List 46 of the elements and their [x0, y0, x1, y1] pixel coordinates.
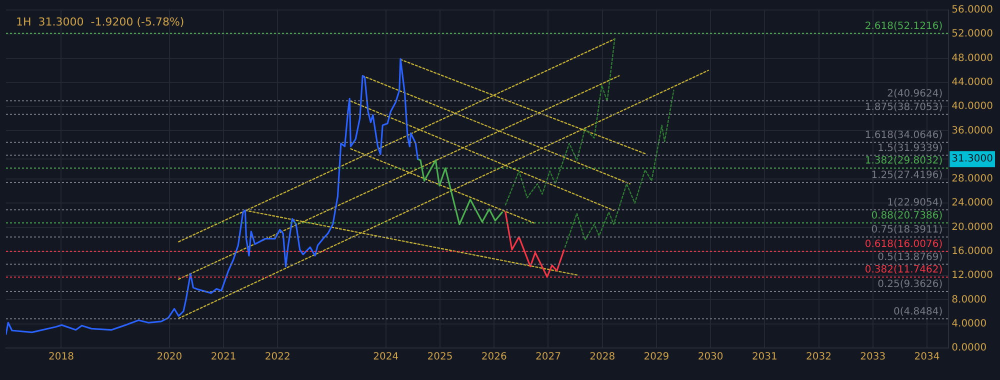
- x-tick-label: 2024: [373, 352, 399, 363]
- ref-line-label: 0(4.8484): [893, 306, 943, 318]
- ref-line-label: 1.875(38.7053): [864, 102, 943, 113]
- y-tick-label: 28.0000: [952, 174, 994, 185]
- y-tick-label: 36.0000: [952, 125, 994, 136]
- x-tick-label: 2021: [210, 352, 236, 363]
- x-tick-label: 2028: [590, 352, 616, 363]
- ref-line-label: 2(40.9624): [887, 88, 943, 100]
- ref-line-label: 1.25(27.4196): [871, 170, 943, 182]
- ref-line-label: 0.25(9.3626): [878, 279, 943, 290]
- ref-line-label: 2.618(52.1216): [864, 21, 943, 32]
- y-tick-label: 16.0000: [952, 246, 994, 258]
- ref-line-label: 1(22.9054): [887, 197, 943, 208]
- y-tick-label: 56.0000: [952, 4, 994, 16]
- ref-line-label: 0.618(16.0076): [864, 238, 943, 250]
- ref-line-label: 0.88(20.7386): [871, 210, 943, 222]
- ref-line-label: 0.382(11.7462): [864, 264, 943, 276]
- x-tick-label: 2034: [914, 352, 940, 363]
- ref-line-label: 1.5(31.9339): [878, 142, 943, 154]
- y-tick-label: 40.0000: [952, 101, 994, 112]
- x-tick-label: 2032: [806, 352, 832, 363]
- x-tick-label: 2020: [156, 352, 182, 363]
- y-tick-label: 12.0000: [952, 270, 994, 282]
- x-tick-label: 2025: [427, 352, 453, 363]
- x-tick-label: 2033: [860, 352, 886, 363]
- y-tick-label: 31.3000: [952, 154, 994, 165]
- x-tick-label: 2018: [48, 352, 74, 363]
- y-tick-label: 20.0000: [952, 222, 994, 233]
- y-tick-label: 52.0000: [952, 28, 994, 40]
- x-tick-label: 2022: [264, 352, 290, 363]
- y-tick-label: 44.0000: [952, 77, 994, 88]
- x-tick-label: 2026: [481, 352, 507, 363]
- ref-line-label: 1.618(34.0646): [864, 130, 943, 141]
- ref-line-label: 0.75(18.3911): [871, 224, 943, 236]
- y-tick-label: 4.0000: [952, 318, 987, 330]
- y-tick-label: 24.0000: [952, 198, 994, 209]
- y-tick-label: 8.0000: [952, 294, 987, 306]
- x-tick-label: 2030: [698, 352, 724, 363]
- x-tick-label: 2027: [535, 352, 561, 363]
- y-tick-label: 48.0000: [952, 52, 994, 64]
- y-tick-label: 0.0000: [952, 342, 987, 354]
- x-tick-label: 2029: [644, 352, 670, 363]
- ref-line-label: 0.5(13.8769): [878, 252, 943, 263]
- x-tick-label: 2031: [752, 352, 778, 363]
- ref-line-label: 1.382(29.8032): [864, 156, 943, 167]
- text: 1H 31.3000 -1.9200 (-5.78%): [16, 15, 184, 28]
